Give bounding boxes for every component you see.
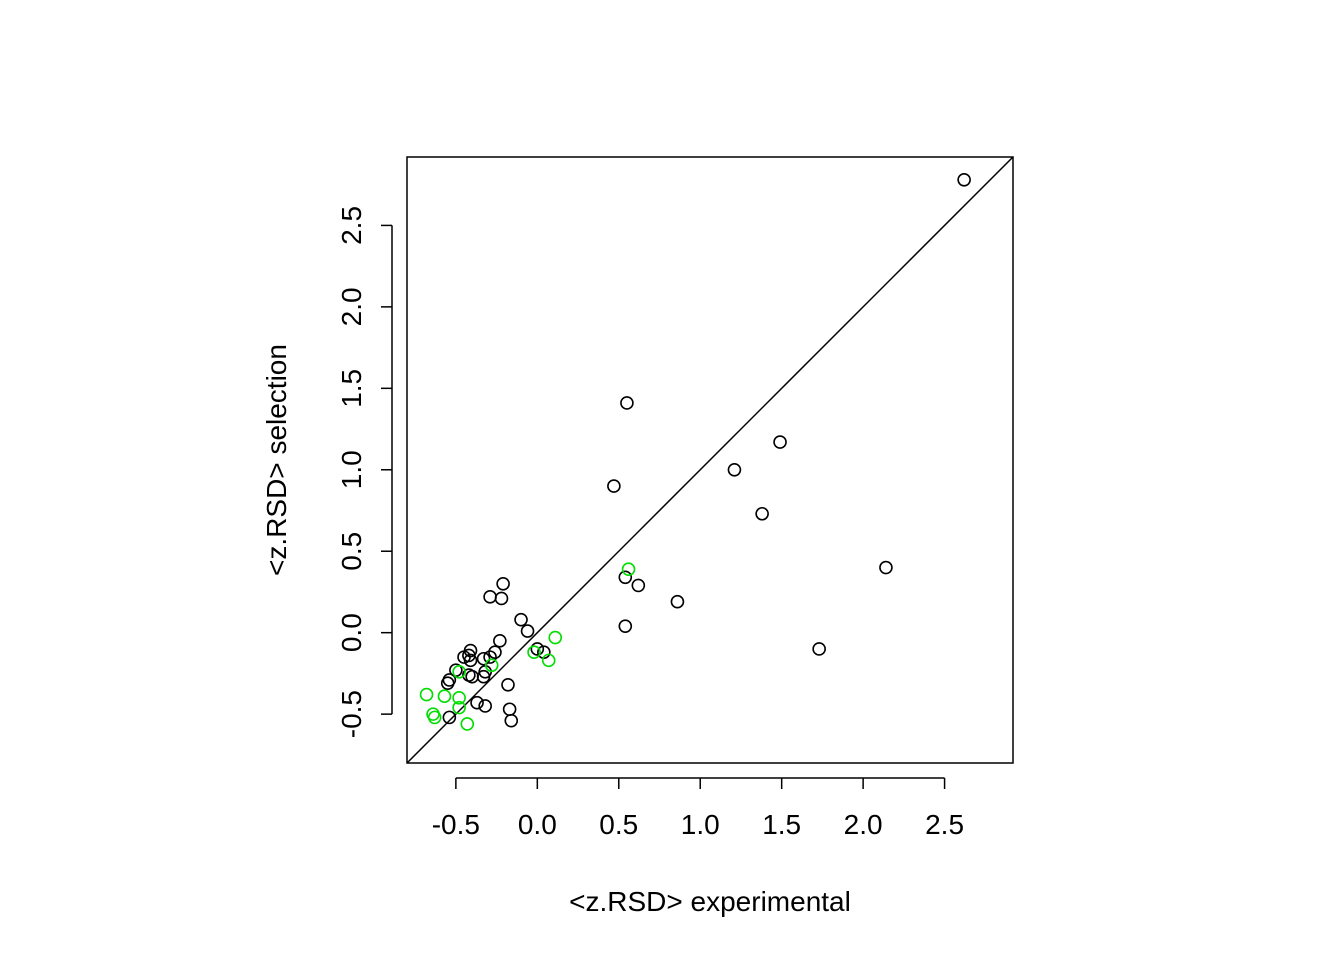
data-point [618, 570, 633, 585]
data-point [496, 577, 510, 591]
data-point [442, 710, 457, 725]
y-tick-label: -0.5 [336, 690, 367, 738]
data-point [427, 710, 442, 725]
x-tick-label: 2.5 [925, 809, 964, 840]
x-tick-label: 1.5 [762, 809, 801, 840]
data-point [879, 560, 893, 575]
data-point [548, 630, 563, 645]
data-point [452, 691, 466, 705]
data-point [463, 653, 478, 668]
data-point [670, 594, 685, 609]
y-tick-label: 1.5 [336, 369, 367, 408]
data-point [514, 612, 528, 627]
x-tick-label: 1.0 [681, 809, 720, 840]
data-point [727, 462, 742, 477]
data-point [470, 695, 484, 710]
identity-line [406, 156, 1014, 764]
data-point [501, 678, 515, 692]
data-point [476, 669, 491, 684]
data-points [419, 173, 971, 731]
y-axis: -0.5 0.0 0.5 1.0 1.5 2.0 2.5 [336, 206, 393, 738]
x-tick-label: 2.0 [844, 809, 883, 840]
data-point [607, 479, 621, 493]
data-point [621, 562, 636, 576]
data-point [530, 642, 545, 656]
data-point [504, 713, 519, 728]
y-tick-label: 2.0 [336, 287, 367, 326]
x-axis-label: <z.RSD> experimental [569, 886, 851, 917]
data-point [618, 619, 633, 633]
data-point [812, 642, 826, 656]
reference-line-layer [406, 156, 1014, 764]
data-point [493, 634, 507, 648]
data-point [773, 435, 787, 449]
y-tick-label: 2.5 [336, 206, 367, 245]
y-tick-label: 0.0 [336, 613, 367, 652]
data-point [484, 658, 499, 673]
data-point [478, 699, 492, 713]
data-point [457, 650, 471, 664]
data-point [452, 664, 466, 679]
data-point [520, 624, 535, 638]
x-tick-label: -0.5 [432, 809, 480, 840]
data-point [483, 650, 497, 664]
data-point [620, 396, 634, 410]
data-point [419, 687, 434, 702]
data-point [631, 578, 646, 593]
data-point [502, 702, 517, 717]
data-point [957, 173, 971, 187]
data-point [527, 645, 541, 660]
x-tick-label: 0.5 [599, 809, 638, 840]
data-point [488, 645, 502, 660]
data-point [755, 506, 769, 521]
data-point [442, 673, 457, 687]
data-point [476, 651, 491, 666]
data-point [460, 717, 475, 731]
data-point [494, 591, 509, 606]
data-point [452, 700, 466, 715]
y-tick-label: 0.5 [336, 532, 367, 571]
x-tick-label: 0.0 [518, 809, 557, 840]
data-point [541, 653, 556, 668]
y-axis-label: <z.RSD> selection [261, 344, 292, 576]
data-point [437, 689, 452, 704]
data-point [483, 590, 497, 604]
y-tick-label: 1.0 [336, 450, 367, 489]
x-axis: -0.5 0.0 0.5 1.0 1.5 2.0 2.5 [432, 777, 964, 840]
plot-frame [406, 156, 1014, 764]
